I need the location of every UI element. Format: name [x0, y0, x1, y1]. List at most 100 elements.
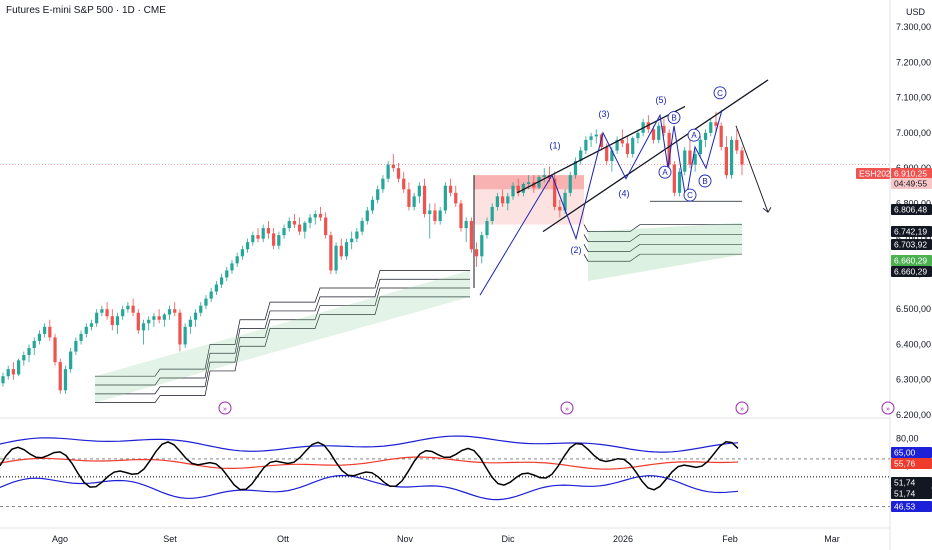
- candle: [292, 213, 297, 229]
- price-label-text: 04:49:55: [894, 179, 927, 189]
- candle-body: [110, 316, 114, 326]
- price-label-box: [891, 255, 932, 266]
- candle: [485, 217, 489, 239]
- candle: [376, 185, 380, 204]
- support-cloud-2: [588, 222, 742, 281]
- candle: [568, 171, 572, 197]
- candle-body: [511, 185, 515, 197]
- osc-label-text: 51,74: [894, 478, 916, 488]
- candle-body: [100, 309, 104, 313]
- support-band-0-line: [95, 270, 470, 377]
- wedge-lower-line: [542, 79, 769, 233]
- time-tick-label: Set: [163, 534, 177, 544]
- candle-body: [589, 136, 593, 140]
- price-tick-label: 6.500,00: [896, 304, 931, 314]
- candle-body: [173, 309, 177, 313]
- event-marker-glyph: »: [740, 406, 744, 413]
- candle-body: [698, 139, 702, 155]
- candle-body: [464, 221, 468, 229]
- candle-body: [126, 305, 130, 310]
- candle-body: [422, 185, 427, 214]
- wave-label: A: [662, 168, 668, 177]
- candle: [126, 302, 130, 313]
- candle: [500, 189, 505, 207]
- candle-body: [32, 340, 36, 348]
- candle: [303, 221, 307, 239]
- candle-body: [537, 176, 541, 188]
- candle-body: [568, 175, 572, 193]
- wave-label-ring: [687, 128, 701, 142]
- candle: [428, 203, 432, 239]
- candle-body: [53, 337, 57, 363]
- candle: [709, 118, 713, 137]
- candle-body: [105, 309, 109, 317]
- osc-upper-band: [0, 435, 739, 453]
- candle: [313, 210, 317, 225]
- event-marker-icon: [881, 401, 895, 415]
- price-tick-label: 7.000,00: [896, 128, 931, 138]
- candle: [558, 199, 562, 218]
- candle-body: [69, 351, 73, 370]
- candle: [256, 228, 260, 243]
- chart-title: Futures E-mini S&P 500 · 1D · CME: [6, 5, 166, 16]
- arrow-head: [762, 206, 772, 213]
- wave-label: (3): [599, 109, 610, 119]
- wave-label: C: [687, 191, 693, 200]
- candle: [422, 178, 427, 218]
- candle: [136, 309, 140, 334]
- candle: [386, 161, 390, 183]
- candle: [683, 146, 687, 176]
- candle-body: [365, 210, 369, 222]
- price-label-box: [891, 266, 932, 277]
- candle-body: [251, 235, 255, 243]
- candle: [251, 231, 255, 246]
- price-tick-label: 6.200,00: [896, 410, 931, 420]
- candle-body: [355, 231, 359, 239]
- support-band-1-line: [95, 278, 470, 386]
- candle: [69, 347, 73, 373]
- candle-body: [240, 249, 245, 257]
- elliott-wave-path: [479, 109, 723, 296]
- wave-label-ring: [713, 86, 727, 100]
- candle: [84, 323, 88, 338]
- candle: [350, 231, 354, 250]
- candle-body: [417, 185, 421, 197]
- candle: [240, 245, 245, 260]
- candle: [131, 298, 135, 317]
- candle: [724, 136, 729, 179]
- wave-label: C: [717, 89, 723, 98]
- candle-body: [412, 196, 416, 207]
- candle-body: [729, 139, 734, 176]
- candle-body: [683, 150, 687, 172]
- candle-body: [266, 228, 271, 234]
- candle-body: [553, 178, 557, 207]
- candle-body: [308, 217, 312, 223]
- candle-body: [454, 192, 458, 204]
- candle: [443, 182, 447, 214]
- candle-body: [277, 235, 281, 246]
- candle-body: [506, 196, 510, 204]
- candle: [105, 302, 109, 320]
- candle-body: [11, 369, 16, 375]
- osc-mid-line: [0, 456, 739, 470]
- candle-body: [631, 138, 635, 155]
- candle: [199, 302, 203, 317]
- candle-body: [282, 228, 286, 236]
- osc-label-box: [891, 447, 932, 458]
- price-label-box: [891, 239, 932, 250]
- wave-label: A: [691, 131, 697, 140]
- candle: [454, 185, 458, 207]
- candle-body: [183, 326, 187, 345]
- price-tick-label: 6.400,00: [896, 339, 931, 349]
- wave-label: (4): [619, 188, 630, 198]
- candle-body: [43, 326, 47, 334]
- candle: [167, 305, 172, 320]
- candle: [417, 182, 421, 204]
- candle: [719, 122, 723, 151]
- candle: [516, 178, 520, 197]
- candle: [324, 212, 328, 239]
- candle: [589, 132, 593, 147]
- candle-body: [199, 305, 203, 313]
- event-marker-icon: [560, 401, 574, 415]
